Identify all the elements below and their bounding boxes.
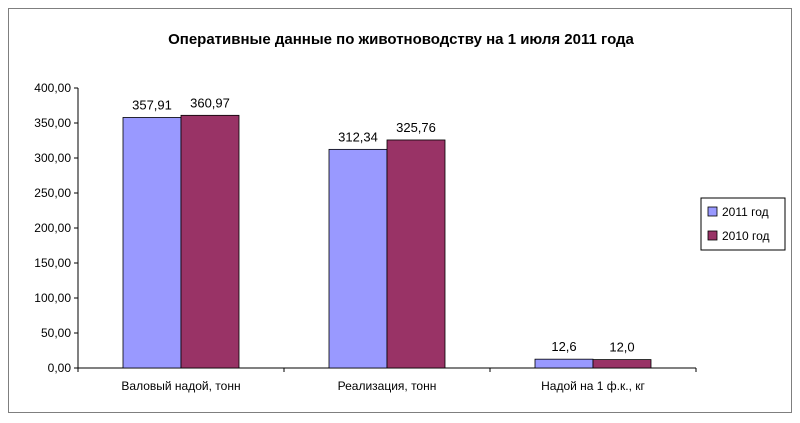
data-label: 312,34 <box>338 129 378 144</box>
y-axis: 0,00 50,00 100,00 150,00 200,00 250,00 300,00 3… <box>34 81 79 375</box>
legend-swatch <box>707 206 718 217</box>
bar <box>534 358 594 369</box>
y-tick-label: 0,00 <box>48 361 72 375</box>
y-tick-label: 250,00 <box>34 186 71 200</box>
chart-title: Оперативные данные по животноводству на … <box>168 31 634 48</box>
y-tick-label: 400,00 <box>34 81 71 95</box>
chart-frame: Оперативные данные по животноводству на … <box>8 8 792 413</box>
data-label: 325,76 <box>396 120 436 135</box>
data-label: 12,0 <box>609 340 634 355</box>
data-label: 357,91 <box>132 97 172 112</box>
bars-group: 357,91 360,97 312,34 325,76 12,6 12,0 <box>122 95 652 369</box>
legend-label: 2011 год <box>722 205 769 219</box>
category-label: Валовый надой, тонн <box>121 379 240 393</box>
bar <box>386 139 446 369</box>
bar-chart: 0,00 50,00 100,00 150,00 200,00 250,00 300,00 3… <box>34 81 786 393</box>
legend-label: 2010 год <box>722 229 770 243</box>
category-label: Надой на 1 ф.к., кг <box>541 379 645 393</box>
data-label: 360,97 <box>190 95 230 110</box>
bar <box>122 117 182 369</box>
y-tick-label: 100,00 <box>34 291 71 305</box>
y-tick-label: 200,00 <box>34 221 71 235</box>
category-label: Реализация, тонн <box>338 379 437 393</box>
legend-swatch <box>707 230 718 241</box>
y-tick-label: 300,00 <box>34 151 71 165</box>
data-label: 12,6 <box>551 339 576 354</box>
y-tick-label: 150,00 <box>34 256 71 270</box>
legend: 2011 год 2010 год <box>700 197 786 251</box>
bar <box>592 359 652 369</box>
x-axis: Валовый надой, тонн Реализация, тонн Надой… <box>77 367 697 393</box>
bar <box>180 114 240 369</box>
bar <box>328 148 388 369</box>
y-tick-label: 50,00 <box>41 326 71 340</box>
y-tick-label: 350,00 <box>34 116 71 130</box>
